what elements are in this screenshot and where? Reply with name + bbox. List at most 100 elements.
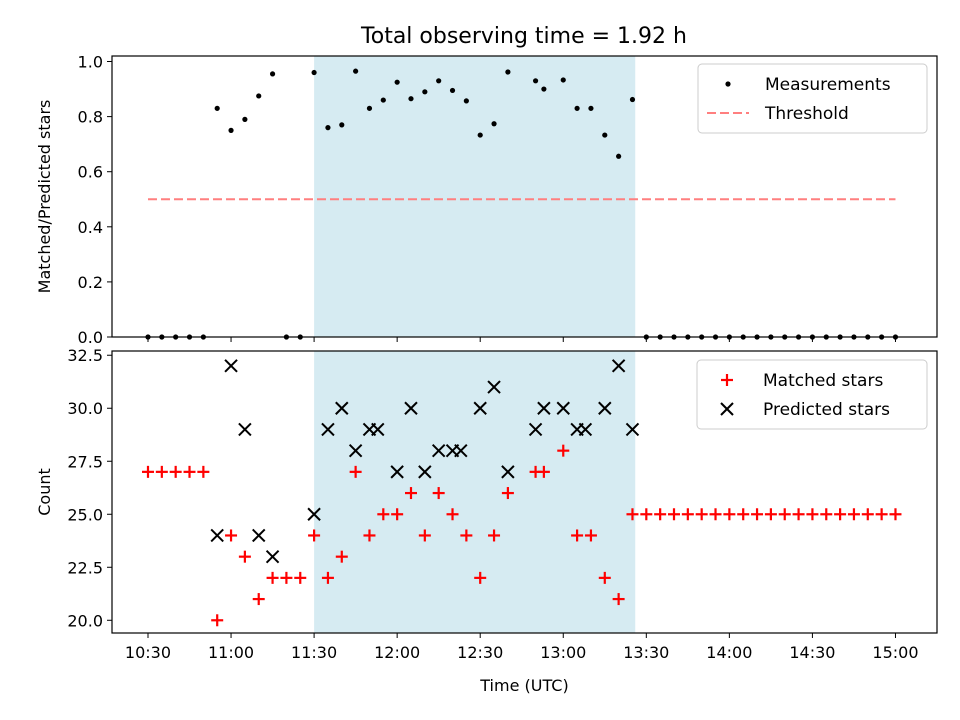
count-y-ticks: 20.0 22.5 25.0 27.5 30.0 32.5 [67,346,112,630]
measurement-point [491,121,497,127]
matched-star-point [280,571,293,584]
measurement-point [588,105,594,111]
matched-star-point [197,465,210,478]
matched-star-point [792,508,805,521]
predicted-star-point [611,359,626,373]
matched-star-point [612,593,625,606]
y-tick-label: 25.0 [67,505,103,524]
predicted-star-point [473,401,487,415]
ratio-panel-frame [111,55,938,338]
matched-star-point [723,508,736,521]
x-tick-label: 12:00 [374,643,420,662]
measurement-point [394,79,400,85]
measurement-point [505,69,511,75]
predicted-star-point [252,528,266,543]
measurement-point [560,77,566,83]
legend-measurements-marker [725,81,731,87]
measurement-point [629,96,636,103]
measurement-point [325,125,331,131]
matched-star-point [141,465,154,478]
matched-star-point [391,508,404,521]
measurement-point [602,132,608,138]
matched-star-point [308,529,321,542]
measurement-point [616,153,622,159]
y-tick-label: 0.0 [78,328,103,347]
count-x-ticks: 10:30 11:00 11:30 12:00 12:30 13:00 13:30 14:00… [125,633,919,662]
measurement-point [366,105,373,111]
matched-star-point [488,529,501,542]
ratio-y-ticks: 0.0 0.2 0.4 0.6 0.8 1.0 [78,53,112,347]
legend-matched-label: Matched stars [763,371,883,391]
ratio-panel: 0.0 0.2 0.4 0.6 0.8 1.0 Matched/Predicted sta… [35,53,938,347]
ratio-legend: Measurements Threshold [697,63,928,134]
matched-star-point [778,508,791,521]
measurement-point [408,96,414,102]
matched-star-point [321,571,334,584]
predicted-star-point [321,422,335,437]
count-panel: 20.0 22.5 25.0 27.5 30.0 32.5 10:30 11:00 11:30… [35,346,938,695]
x-tick-label: 10:30 [125,643,171,662]
legend-predicted-marker [720,402,734,416]
matched-star-point [584,529,597,542]
x-tick-label: 13:30 [623,643,669,662]
matched-star-point [626,508,639,521]
matched-star-point [432,487,445,500]
predicted-star-point [224,359,238,373]
measurement-point [422,89,428,95]
matched-star-point [737,508,750,521]
predicted-star-point [528,422,543,437]
x-tick-label: 14:30 [789,643,835,662]
observing-window-top [314,56,636,337]
predicted-star-point [598,401,612,415]
y-tick-label: 0.6 [78,163,103,182]
y-tick-label: 22.5 [67,558,103,577]
count-legend: Matched stars Predicted stars [696,359,928,430]
observing-window-bottom [314,351,636,633]
predicted-star-point [404,401,418,415]
x-tick-label: 11:00 [208,643,254,662]
matched-star-point [751,508,764,521]
matched-star-point [764,508,777,521]
measurement-point [436,78,442,84]
matched-star-point [266,571,279,584]
matched-star-point [667,508,680,521]
legend-predicted-label: Predicted stars [763,400,890,420]
measurement-point [214,105,220,111]
matched-star-point [654,508,667,521]
matched-star-point [557,444,570,457]
x-tick-label: 11:30 [291,643,337,662]
matched-star-point [875,508,888,521]
y-tick-label: 27.5 [67,452,103,471]
matched-star-point [377,508,390,521]
predicted-star-point [578,422,593,437]
matched-star-point [861,508,874,521]
matched-star-point [571,529,584,542]
measurement-point [311,69,317,76]
predicted-star-point [501,465,515,479]
matched-star-point [211,614,224,627]
measurement-point [574,105,580,111]
predicted-star-point [371,422,385,437]
matched-star-point [363,529,376,542]
matched-star-point [460,529,473,542]
matched-star-point [695,508,708,521]
matched-star-point [501,487,514,500]
matched-star-point [820,508,833,521]
measurement-point [256,93,262,99]
measurement-point [532,78,539,84]
matched-star-point [474,571,487,584]
predicted-star-point [265,549,280,564]
measurement-point [269,71,276,77]
x-tick-label: 15:00 [872,643,918,662]
measurement-point [477,132,483,138]
predicted-star-point [238,422,252,437]
y-tick-label: 0.4 [78,218,103,237]
x-tick-label: 12:30 [457,643,503,662]
measurement-point [449,87,456,94]
measurement-point [228,127,234,133]
predicted-star-point [625,422,640,437]
matched-star-point [598,571,611,584]
y-tick-label: 32.5 [67,346,103,365]
predicted-star-point [335,401,349,415]
y-tick-label: 0.8 [78,108,103,127]
